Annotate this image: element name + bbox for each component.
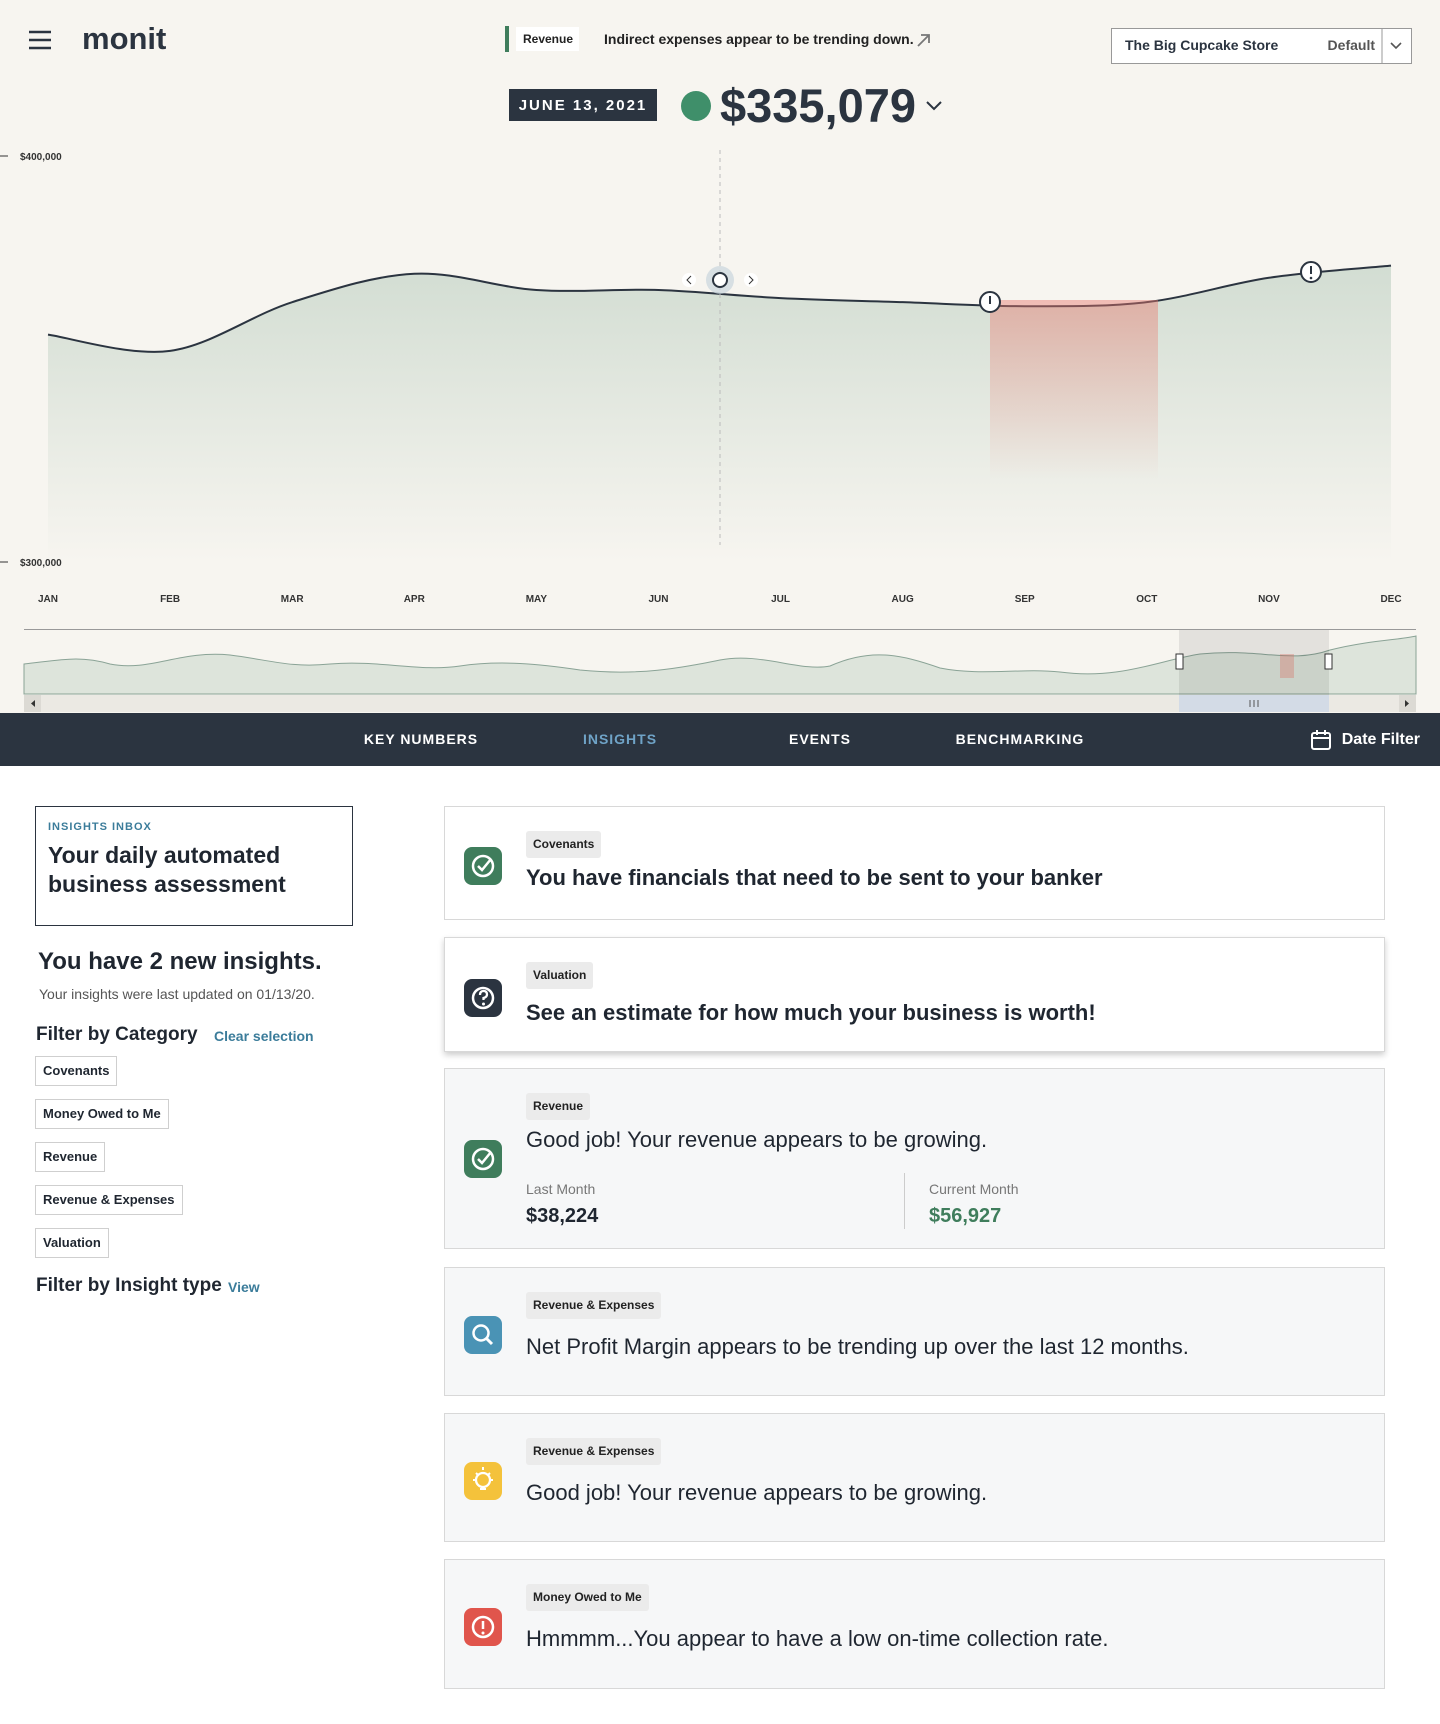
inbox-title: Your daily automated business assessment xyxy=(48,842,286,897)
insight-text: Good job! Your revenue appears to be gro… xyxy=(526,1127,988,1152)
metric-divider xyxy=(904,1173,905,1229)
nav-bar: Date Filter KEY NUMBERS INSIGHTS EVENTS BEN… xyxy=(0,713,1440,766)
insight-tag: Money Owed to Me xyxy=(526,1584,649,1611)
insight-icon xyxy=(464,1608,502,1646)
x-tick-label: APR xyxy=(404,594,426,605)
metric-value: $38,224 xyxy=(526,1205,599,1227)
inbox-box: INSIGHTS INBOX Your daily automated busi… xyxy=(35,806,353,926)
x-tick-label: JAN xyxy=(38,594,58,605)
insight-tag: Revenue & Expenses xyxy=(526,1438,662,1465)
banner-arrow[interactable] xyxy=(917,34,930,47)
amount-toggle[interactable] xyxy=(926,101,942,111)
insight-text: See an estimate for how much your busine… xyxy=(526,1000,1096,1025)
updated-note: Your insights were last updated on 01/13… xyxy=(39,986,315,1002)
store-view: Default xyxy=(1328,37,1376,53)
header-chart: monit Revenue Indirect expenses appear t… xyxy=(0,0,1440,713)
insight-card[interactable]: Covenants You have financials that need t… xyxy=(444,806,1385,920)
insight-count: You have 2 new insights. xyxy=(38,948,322,975)
nav-tab[interactable]: EVENTS xyxy=(788,731,852,747)
nav-tab[interactable]: BENCHMARKING xyxy=(955,731,1085,747)
category-heading: Filter by Category xyxy=(36,1024,198,1045)
x-tick-label: FEB xyxy=(160,594,180,605)
insight-text: Good job! Your revenue appears to be gro… xyxy=(526,1480,988,1505)
anomaly-region xyxy=(990,300,1158,480)
store-select[interactable] xyxy=(1111,28,1412,64)
insight-card[interactable]: Revenue & Expenses Good job! Your revenue… xyxy=(444,1413,1385,1542)
menu-button[interactable] xyxy=(29,30,51,50)
calendar-icon xyxy=(1310,729,1331,750)
category-chip[interactable]: Money Owed to Me xyxy=(35,1099,169,1129)
type-heading: Filter by Insight type xyxy=(36,1275,222,1296)
insight-card[interactable]: Revenue & Expenses Net Profit Margin appe… xyxy=(444,1267,1385,1396)
insight-icon xyxy=(464,978,502,1017)
view-types[interactable]: View xyxy=(228,1279,260,1295)
headline-amount: $335,079 xyxy=(720,79,916,132)
y-tick-label: $300,000 xyxy=(20,558,62,569)
category-chip[interactable]: Valuation xyxy=(35,1228,109,1258)
inbox-eyebrow: INSIGHTS INBOX xyxy=(48,821,152,833)
alert-marker[interactable] xyxy=(1300,261,1322,283)
headline-date: JUNE 13, 2021 xyxy=(519,97,648,114)
cursor-handle[interactable] xyxy=(682,266,758,294)
category-chip[interactable]: Revenue xyxy=(35,1142,106,1172)
date-filter-label: Date Filter xyxy=(1341,731,1420,748)
x-tick-label: AUG xyxy=(892,594,914,605)
insight-icon xyxy=(464,1461,502,1500)
metric-label: Current Month xyxy=(929,1181,1019,1197)
x-tick-label: MAY xyxy=(526,594,548,605)
insight-card[interactable]: Valuation See an estimate for how much yo… xyxy=(444,937,1385,1052)
store-name: The Big Cupcake Store xyxy=(1125,37,1278,53)
date-filter[interactable]: Date Filter xyxy=(1310,713,1420,766)
metric-label: Last Month xyxy=(526,1181,596,1197)
insight-tag: Valuation xyxy=(526,962,594,989)
insight-icon xyxy=(464,1140,502,1178)
insight-text: Net Profit Margin appears to be trending… xyxy=(526,1334,1189,1359)
insight-icon xyxy=(464,1315,502,1354)
minimap[interactable] xyxy=(23,629,1417,713)
x-tick-label: NOV xyxy=(1258,594,1280,605)
banner-accent xyxy=(505,26,509,52)
x-tick-label: OCT xyxy=(1136,594,1157,605)
category-chip[interactable]: Covenants xyxy=(35,1056,118,1086)
insight-icon xyxy=(464,847,502,885)
date-badge xyxy=(509,89,657,121)
banner-tag-bg xyxy=(516,27,579,51)
insight-tag: Revenue & Expenses xyxy=(526,1292,662,1319)
x-tick-label: JUN xyxy=(648,594,668,605)
banner-tag: Revenue xyxy=(523,32,573,46)
x-tick-label: MAR xyxy=(281,594,305,605)
logo[interactable]: monit xyxy=(82,21,166,56)
metric-value: $56,927 xyxy=(929,1205,1002,1227)
y-tick-label: $400,000 xyxy=(20,152,62,163)
x-tick-label: SEP xyxy=(1015,594,1035,605)
insight-card[interactable]: Revenue Good job! Your revenue appears to… xyxy=(444,1068,1385,1249)
banner-text[interactable]: Indirect expenses appear to be trending … xyxy=(604,31,914,47)
status-dot xyxy=(681,91,711,121)
insight-text: Hmmmm...You appear to have a low on-time… xyxy=(526,1626,1109,1651)
nav-tab[interactable]: INSIGHTS xyxy=(582,731,658,747)
insight-tag: Revenue xyxy=(526,1093,591,1120)
clear-selection[interactable]: Clear selection xyxy=(214,1028,314,1044)
insight-tag: Covenants xyxy=(526,831,602,858)
x-tick-label: DEC xyxy=(1380,594,1401,605)
nav-tab[interactable]: KEY NUMBERS xyxy=(363,731,479,747)
insight-card[interactable]: Money Owed to Me Hmmmm...You appear to ha… xyxy=(444,1559,1385,1689)
insight-text: You have financials that need to be sent… xyxy=(526,865,1103,890)
alert-marker[interactable] xyxy=(979,291,1001,313)
x-tick-label: JUL xyxy=(771,594,790,605)
category-chip[interactable]: Revenue & Expenses xyxy=(35,1185,183,1215)
